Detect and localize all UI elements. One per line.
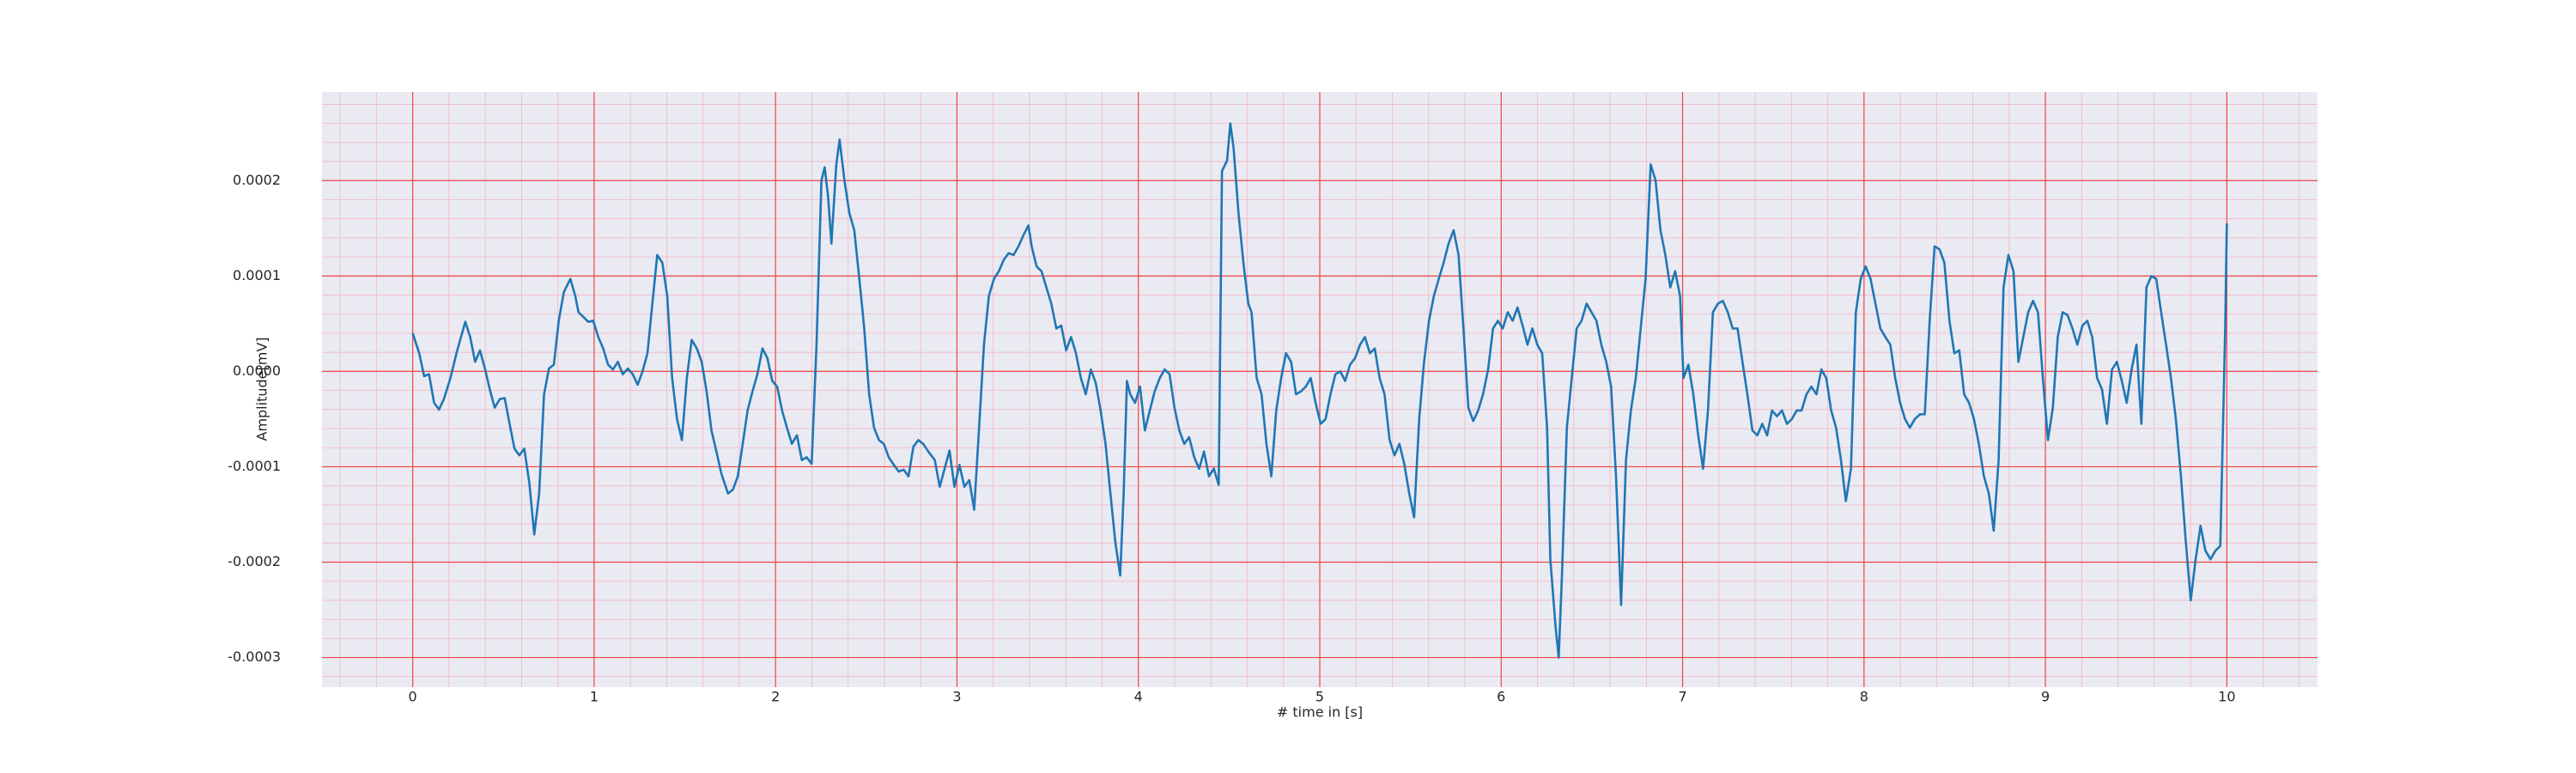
- x-tick-label: 10: [2218, 689, 2235, 705]
- x-tick-label: 5: [1315, 689, 1324, 705]
- x-tick-label: 9: [2041, 689, 2050, 705]
- x-tick-label: 1: [590, 689, 598, 705]
- y-tick-label: 0.0000: [233, 362, 281, 379]
- x-tick-label: 7: [1678, 689, 1686, 705]
- y-tick-label: 0.0002: [233, 172, 281, 188]
- ticks: 0 1 2 3 4 5 6 7 8 9 10 -0.0003 -0.0002 -0.0001 0.0000 0…: [228, 172, 2235, 705]
- x-tick-label: 0: [409, 689, 417, 705]
- series: [411, 122, 2228, 659]
- x-tick-label: 8: [1860, 689, 1868, 705]
- y-axis-label: Amplitude[mV]: [254, 337, 270, 441]
- x-tick-label: 2: [771, 689, 780, 705]
- y-tick-label: 0.0001: [233, 267, 281, 283]
- x-tick-label: 6: [1497, 689, 1505, 705]
- x-axis-label: # time in [s]: [1277, 704, 1363, 721]
- grid: [322, 92, 2318, 687]
- x-tick-label: 3: [952, 689, 961, 705]
- y-tick-label: -0.0003: [228, 648, 281, 665]
- y-tick-label: -0.0001: [228, 458, 281, 474]
- x-tick-label: 4: [1134, 689, 1143, 705]
- y-tick-label: -0.0002: [228, 553, 281, 569]
- signal-line: [411, 122, 2228, 659]
